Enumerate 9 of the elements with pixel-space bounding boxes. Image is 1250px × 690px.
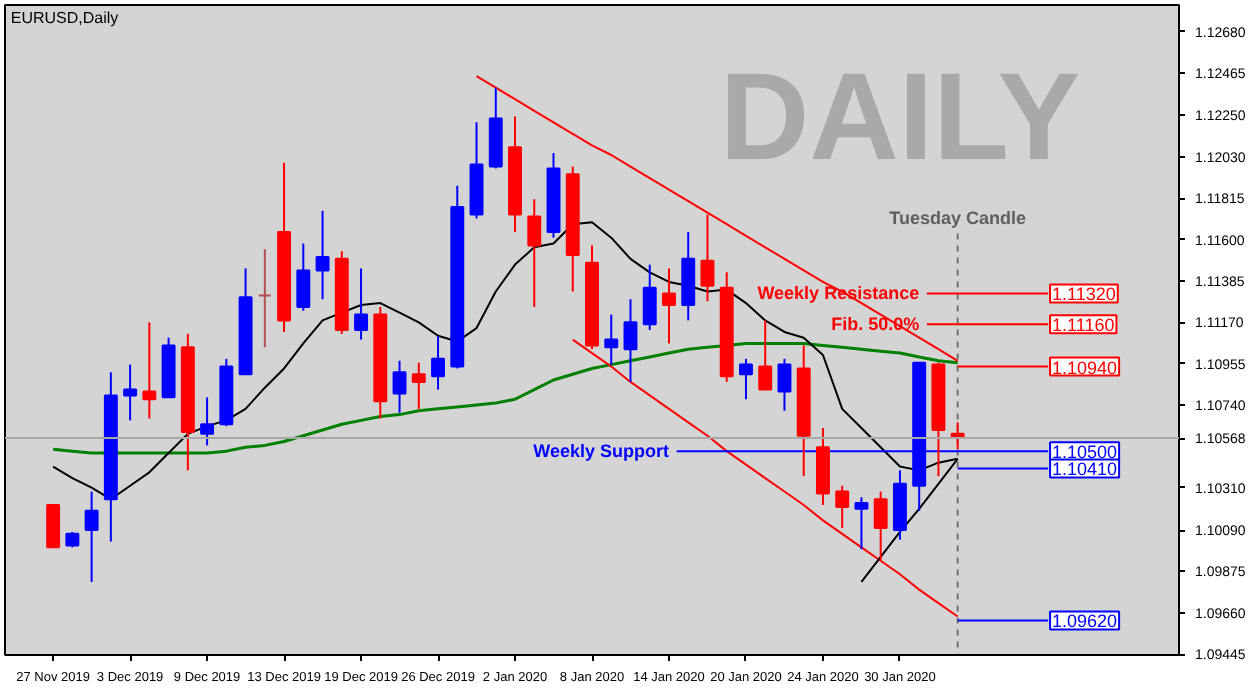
chart-title: EURUSD,Daily bbox=[10, 9, 119, 27]
ref-line-label: 1.10500 bbox=[1052, 442, 1118, 463]
ref-line-label: 1.10410 bbox=[1052, 459, 1118, 480]
ref-line-label: 1.09620 bbox=[1052, 611, 1118, 632]
annotation: Weekly Support bbox=[533, 441, 670, 462]
ref-line-label: 1.10940 bbox=[1052, 357, 1118, 378]
ref-line-label: 1.11160 bbox=[1052, 315, 1115, 336]
ref-line-label: 1.11320 bbox=[1052, 284, 1116, 305]
annotation: Tuesday Candle bbox=[889, 208, 1027, 229]
